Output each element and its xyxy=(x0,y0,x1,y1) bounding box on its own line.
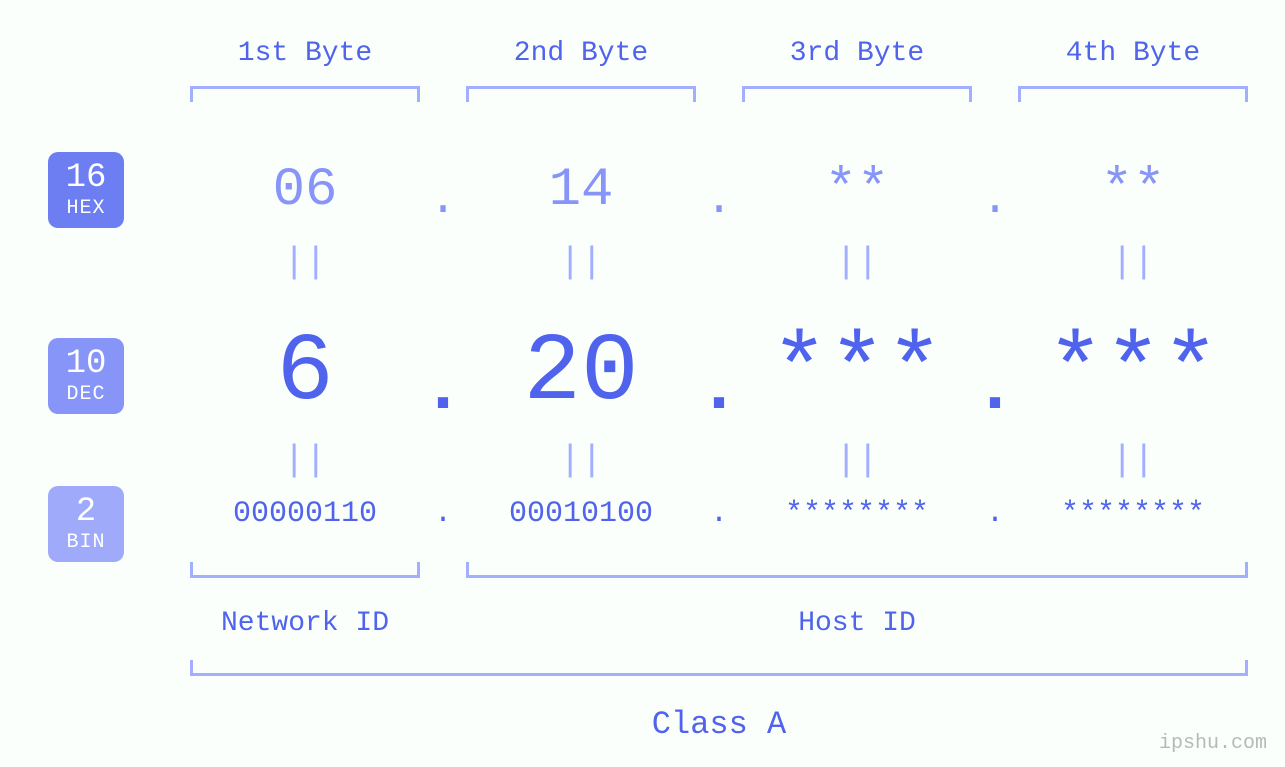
dec-dot-2: . xyxy=(696,348,742,430)
bin-dot-2: . xyxy=(696,497,742,531)
class-label: Class A xyxy=(190,706,1248,743)
badge-hex-label: HEX xyxy=(66,197,105,220)
hex-dot-1: . xyxy=(420,174,466,226)
eq-hex-dec-3: || xyxy=(742,242,972,283)
dec-byte-4: *** xyxy=(1018,318,1248,427)
hex-byte-4: ** xyxy=(1018,160,1248,221)
dec-byte-2: 20 xyxy=(466,318,696,427)
hex-byte-1: 06 xyxy=(190,160,420,221)
badge-dec-num: 10 xyxy=(66,347,107,381)
network-id-label: Network ID xyxy=(190,608,420,639)
eq-hex-dec-4: || xyxy=(1018,242,1248,283)
badge-hex-num: 16 xyxy=(66,161,107,195)
eq-dec-bin-2: || xyxy=(466,440,696,481)
badge-bin: 2 BIN xyxy=(48,486,124,562)
dec-dot-3: . xyxy=(972,348,1018,430)
bin-dot-3: . xyxy=(972,497,1018,531)
dec-byte-1: 6 xyxy=(190,318,420,427)
badge-bin-num: 2 xyxy=(76,495,96,529)
eq-dec-bin-3: || xyxy=(742,440,972,481)
top-bracket-1 xyxy=(190,86,420,102)
top-bracket-3 xyxy=(742,86,972,102)
col-header-3: 3rd Byte xyxy=(742,38,972,69)
hex-dot-3: . xyxy=(972,174,1018,226)
badge-bin-label: BIN xyxy=(66,531,105,554)
badge-dec-label: DEC xyxy=(66,383,105,406)
top-bracket-4 xyxy=(1018,86,1248,102)
ip-diagram: 16 HEX 10 DEC 2 BIN 1st Byte 2nd Byte 3r… xyxy=(0,0,1285,767)
eq-dec-bin-4: || xyxy=(1018,440,1248,481)
host-id-label: Host ID xyxy=(466,608,1248,639)
badge-dec: 10 DEC xyxy=(48,338,124,414)
hex-byte-2: 14 xyxy=(466,160,696,221)
host-bracket xyxy=(466,562,1248,578)
eq-dec-bin-1: || xyxy=(190,440,420,481)
bin-dot-1: . xyxy=(420,497,466,531)
dec-dot-1: . xyxy=(420,348,466,430)
eq-hex-dec-2: || xyxy=(466,242,696,283)
col-header-1: 1st Byte xyxy=(190,38,420,69)
badge-hex: 16 HEX xyxy=(48,152,124,228)
col-header-4: 4th Byte xyxy=(1018,38,1248,69)
top-bracket-2 xyxy=(466,86,696,102)
dec-byte-3: *** xyxy=(742,318,972,427)
hex-byte-3: ** xyxy=(742,160,972,221)
eq-hex-dec-1: || xyxy=(190,242,420,283)
class-bracket xyxy=(190,660,1248,676)
network-bracket xyxy=(190,562,420,578)
bin-byte-2: 00010100 xyxy=(466,497,696,531)
bin-byte-4: ******** xyxy=(1018,497,1248,531)
bin-byte-3: ******** xyxy=(742,497,972,531)
col-header-2: 2nd Byte xyxy=(466,38,696,69)
hex-dot-2: . xyxy=(696,174,742,226)
bin-byte-1: 00000110 xyxy=(190,497,420,531)
watermark: ipshu.com xyxy=(1159,732,1267,755)
